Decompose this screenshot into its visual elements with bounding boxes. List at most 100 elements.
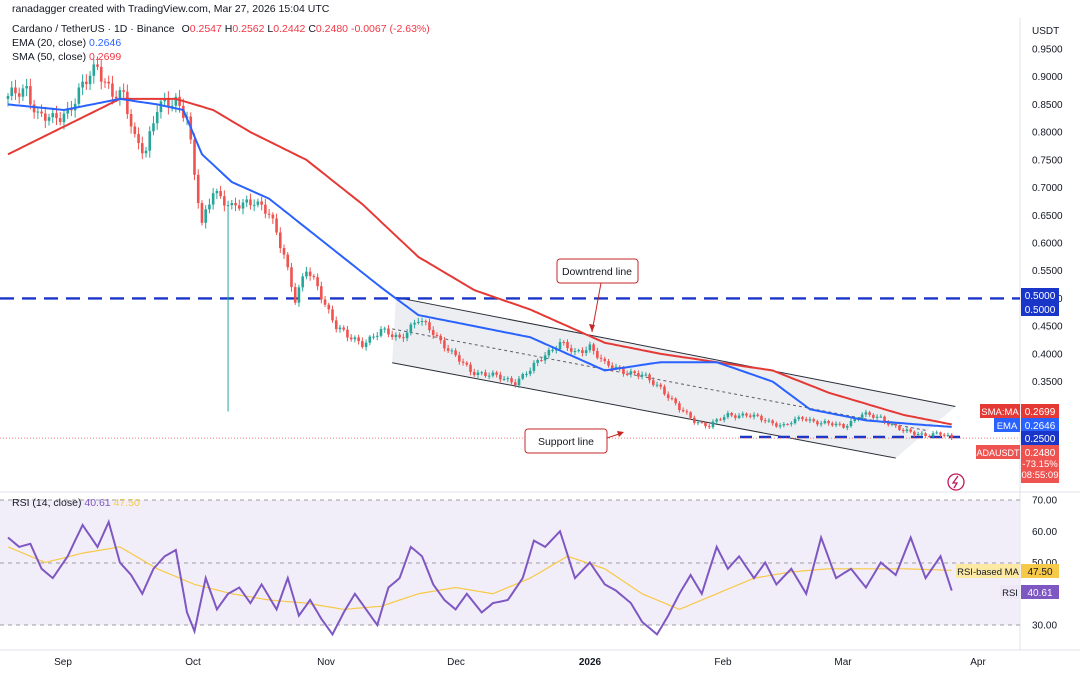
candle-body [159,101,163,113]
candle-body [506,378,510,380]
price-tick-label: 0.3500 [1032,377,1063,388]
candle-body [252,204,256,206]
candle-body [234,203,237,206]
candle-body [85,81,88,85]
candle-body [469,364,472,373]
alert-icon[interactable] [947,473,965,491]
sma-line [7,97,952,426]
candle [458,351,461,365]
candle [629,368,633,378]
support-annotation[interactable]: Support line [524,428,624,454]
candle [935,430,939,435]
rsi-legend[interactable]: RSI (14, close) 40.61 47.50 [12,497,140,510]
candle-body [726,413,730,418]
candle [469,362,472,376]
candle [596,347,599,360]
candle-body [931,433,935,437]
candle-body [484,372,487,377]
rsi-axis[interactable]: 70.00 60.00 50.00 30.00 [1032,496,1057,632]
candle [924,432,927,438]
candle [696,419,700,426]
candle [480,370,484,376]
candle [517,375,521,389]
support-line[interactable] [392,362,896,459]
candle-body [622,368,625,374]
candle-body [707,426,711,428]
candle [99,59,103,90]
candle [748,413,752,419]
candle-body [334,320,338,330]
ohlc-low: 0.2442 [273,23,306,35]
candle-body [14,87,17,94]
candle-body [223,196,226,206]
ema-legend[interactable]: EMA (20, close) 0.2646 [12,37,121,50]
candle [32,99,36,119]
candle-body [797,417,801,419]
rsi-line [7,518,953,637]
candle [581,347,584,357]
candle-body [666,394,670,399]
candle [446,344,450,354]
candle-body [66,108,69,114]
candle [25,78,28,97]
candle [297,284,301,307]
candle-body [375,335,379,337]
rsi-ma-tag-name-box [956,564,1020,578]
candle-body [249,199,252,206]
candle [711,419,715,429]
candle [133,122,137,138]
candle-body [290,267,293,288]
candle [950,433,953,440]
candle-body [211,193,215,205]
candle-body [685,411,689,413]
candle-body [655,384,659,386]
candle [364,339,368,351]
candle [506,376,510,383]
candle-body [748,415,752,417]
candle-body [816,421,819,425]
candle-body [663,386,666,395]
downtrend-line[interactable] [395,296,956,408]
candle [137,127,140,150]
candle-body [883,416,886,422]
candle [85,74,88,90]
candle [305,266,308,280]
candle-body [29,86,32,105]
candle-body [950,434,953,438]
candle-body [879,416,883,418]
sma-legend[interactable]: SMA (50, close) 0.2699 [12,51,121,64]
candle [223,190,226,212]
price-tick-label: 0.9500 [1032,45,1063,56]
candle-body [327,304,331,310]
candle-body [633,371,636,374]
candle-body [581,350,584,354]
candle [827,419,830,426]
downtrend-annotation[interactable]: Downtrend line [556,258,639,333]
candle [599,354,603,363]
candle-body [898,425,901,430]
candle-body [338,327,342,330]
downtrend-label: Downtrend line [562,266,632,278]
candle [282,244,286,259]
downtrend-pointer [591,282,602,333]
candle [868,410,871,417]
price-tick-label: 0.5500 [1032,266,1063,277]
candle [726,410,730,420]
candle-body [450,350,454,352]
candle-body [368,336,372,343]
candle [633,370,636,375]
candle [513,379,517,388]
time-axis[interactable]: Sep Oct Nov Dec 2026 Feb Mar Apr [54,657,986,668]
candle [211,188,215,210]
ohlc-open: 0.2547 [189,23,222,35]
candle [655,381,659,388]
candle [81,74,84,96]
candle-body [540,360,543,362]
candle-body [573,351,577,353]
symbol-legend[interactable]: Cardano / TetherUS · 1D · Binance O0.254… [12,23,430,36]
rsi-ma-value-box [1021,564,1059,578]
candle-body [282,248,286,255]
ohlc-close: 0.2480 [315,23,349,35]
candle-body [293,287,297,303]
candle-body [81,81,84,88]
